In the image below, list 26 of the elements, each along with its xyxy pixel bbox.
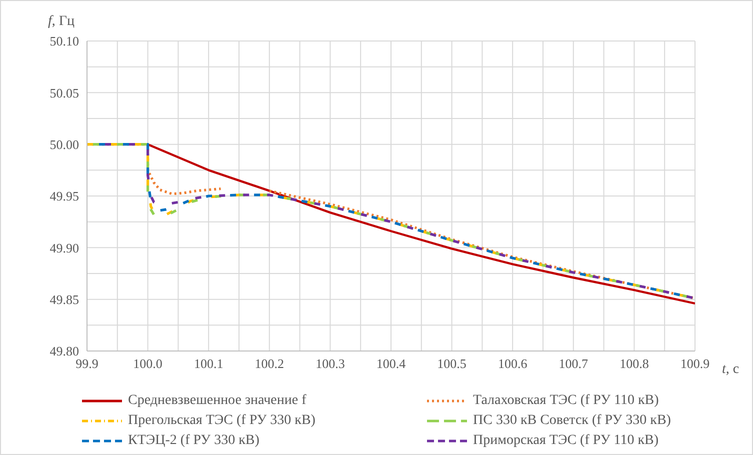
legend-label: Талаховская ТЭС (f РУ 110 кВ) [473, 392, 659, 408]
y-tick-label: 49.95 [50, 188, 79, 204]
y-tick-label: 50.00 [50, 136, 79, 152]
y-tick-label: 49.85 [50, 292, 79, 307]
legend-label: КТЭЦ-2 (f РУ 330 кВ) [128, 432, 260, 448]
x-tick-label: 100.3 [316, 356, 345, 372]
x-tick-label: 100.8 [620, 356, 649, 372]
legend-label: ПС 330 кВ Советск (f РУ 330 кВ) [473, 412, 671, 428]
x-tick-label: 100.0 [133, 356, 162, 372]
x-axis-title: t, с [722, 362, 740, 377]
x-tick-label: 99.9 [76, 356, 98, 372]
x-tick-label: 100.6 [498, 356, 528, 372]
x-tick-label: 100.7 [558, 356, 589, 372]
legend-label: Средневзвешенное значение f [128, 392, 306, 408]
y-tick-label: 49.90 [50, 240, 79, 256]
y-tick-label: 50.05 [50, 85, 79, 100]
y-axis-title: f, Гц [48, 14, 74, 29]
x-tick-label: 100.4 [376, 356, 406, 372]
y-tick-label: 50.10 [50, 34, 79, 49]
legend-label: Прегольская ТЭС (f РУ 330 кВ) [128, 412, 316, 428]
x-tick-label: 100.5 [437, 356, 466, 372]
x-tick-label: 100.9 [680, 356, 710, 372]
x-tick-label: 100.1 [194, 356, 224, 372]
y-tick-label: 49.80 [50, 344, 79, 359]
x-tick-label: 100.2 [254, 356, 284, 372]
legend-label: Приморская ТЭС (f РУ 110 кВ) [473, 432, 659, 448]
